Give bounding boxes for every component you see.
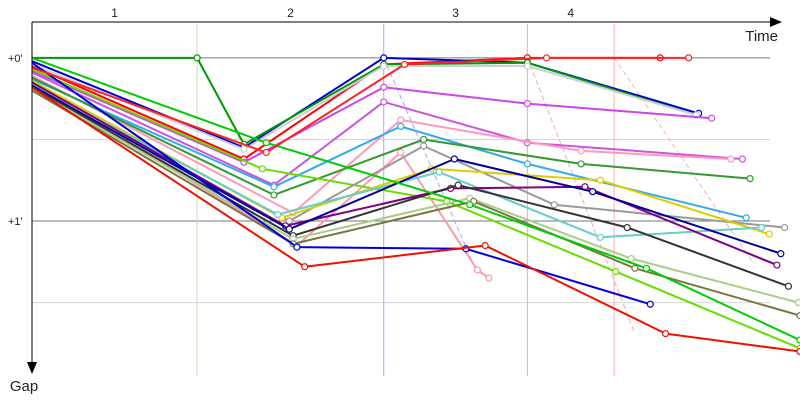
- section-link-dashed: [383, 57, 477, 271]
- series-point: [685, 54, 693, 62]
- series-point: [631, 264, 639, 272]
- series-point: [270, 183, 278, 191]
- series-point: [742, 214, 750, 222]
- series-group: [31, 56, 800, 344]
- series-point: [240, 145, 248, 153]
- y-axis-title: Gap: [10, 378, 38, 395]
- series-group: [31, 86, 800, 356]
- x-tick-label: 4: [567, 6, 574, 20]
- series-point: [397, 116, 405, 124]
- series-point: [380, 83, 388, 91]
- series-point: [262, 148, 270, 157]
- series-point: [642, 264, 651, 272]
- tick-layer: +0' +1' 1 2 3 4: [8, 6, 574, 228]
- x-axis-title: Time: [745, 28, 778, 45]
- series-point: [420, 135, 428, 144]
- series-point: [301, 263, 309, 271]
- series-point: [796, 336, 800, 344]
- series-point: [435, 168, 443, 176]
- series-group: [31, 69, 716, 166]
- series-point: [454, 181, 462, 189]
- series-point: [270, 191, 278, 199]
- y-tick-label: +0': [8, 53, 23, 65]
- series-group: [31, 83, 493, 282]
- series-point: [765, 230, 773, 238]
- series-layer: [31, 54, 800, 356]
- series-point: [757, 223, 766, 232]
- series-point: [380, 98, 388, 106]
- series-point: [781, 223, 789, 232]
- series-point: [589, 188, 597, 196]
- series-point: [727, 155, 735, 163]
- series-point: [627, 254, 635, 263]
- series-line: [32, 56, 697, 146]
- series-point: [466, 201, 474, 209]
- series-point: [796, 312, 800, 320]
- series-point: [623, 223, 631, 232]
- series-point: [596, 176, 604, 184]
- axis-layer: Time Gap: [10, 17, 782, 395]
- series-point: [661, 329, 670, 338]
- series-point: [777, 250, 785, 258]
- series-point: [450, 155, 458, 163]
- series-group: [31, 71, 747, 189]
- series-point: [612, 267, 620, 276]
- series-group: [31, 83, 766, 241]
- series-point: [796, 347, 800, 356]
- series-point: [258, 165, 266, 173]
- series-point: [380, 62, 388, 70]
- series-point: [481, 241, 489, 250]
- series-line: [31, 76, 751, 196]
- series-point: [542, 54, 551, 62]
- series-point: [293, 243, 301, 251]
- x-axis-arrow-icon: [770, 17, 782, 27]
- series-point: [773, 261, 781, 269]
- series-point: [523, 160, 531, 168]
- series-point: [708, 114, 716, 122]
- series-point: [738, 155, 747, 163]
- series-point: [274, 210, 282, 219]
- series-point: [577, 160, 585, 168]
- y-axis-arrow-icon: [27, 362, 37, 374]
- series-group: [31, 54, 693, 157]
- series-point: [420, 142, 428, 150]
- series-point: [380, 54, 388, 62]
- series-point: [577, 147, 585, 155]
- series-point: [523, 62, 531, 70]
- series-point: [473, 266, 482, 274]
- series-point: [646, 300, 654, 308]
- series-group: [31, 89, 800, 320]
- section-link-dashed: [526, 57, 636, 334]
- section-link-dashed: [613, 57, 753, 263]
- series-line: [31, 61, 651, 306]
- series-point: [523, 99, 531, 108]
- series-point: [485, 274, 493, 282]
- series-point: [262, 139, 270, 147]
- y-tick-label: +1': [8, 216, 23, 228]
- x-tick-label: 2: [287, 6, 294, 20]
- series-point: [193, 54, 201, 62]
- series-point: [784, 282, 793, 290]
- series-point: [550, 201, 558, 209]
- series-line: [31, 56, 699, 149]
- series-point: [397, 148, 405, 157]
- series-point: [285, 225, 293, 233]
- x-tick-label: 3: [452, 6, 459, 20]
- series-point: [596, 233, 604, 241]
- series-point: [794, 298, 800, 307]
- series-point: [746, 175, 754, 183]
- x-tick-label: 1: [111, 6, 118, 20]
- series-point: [397, 122, 405, 131]
- series-point: [400, 60, 409, 69]
